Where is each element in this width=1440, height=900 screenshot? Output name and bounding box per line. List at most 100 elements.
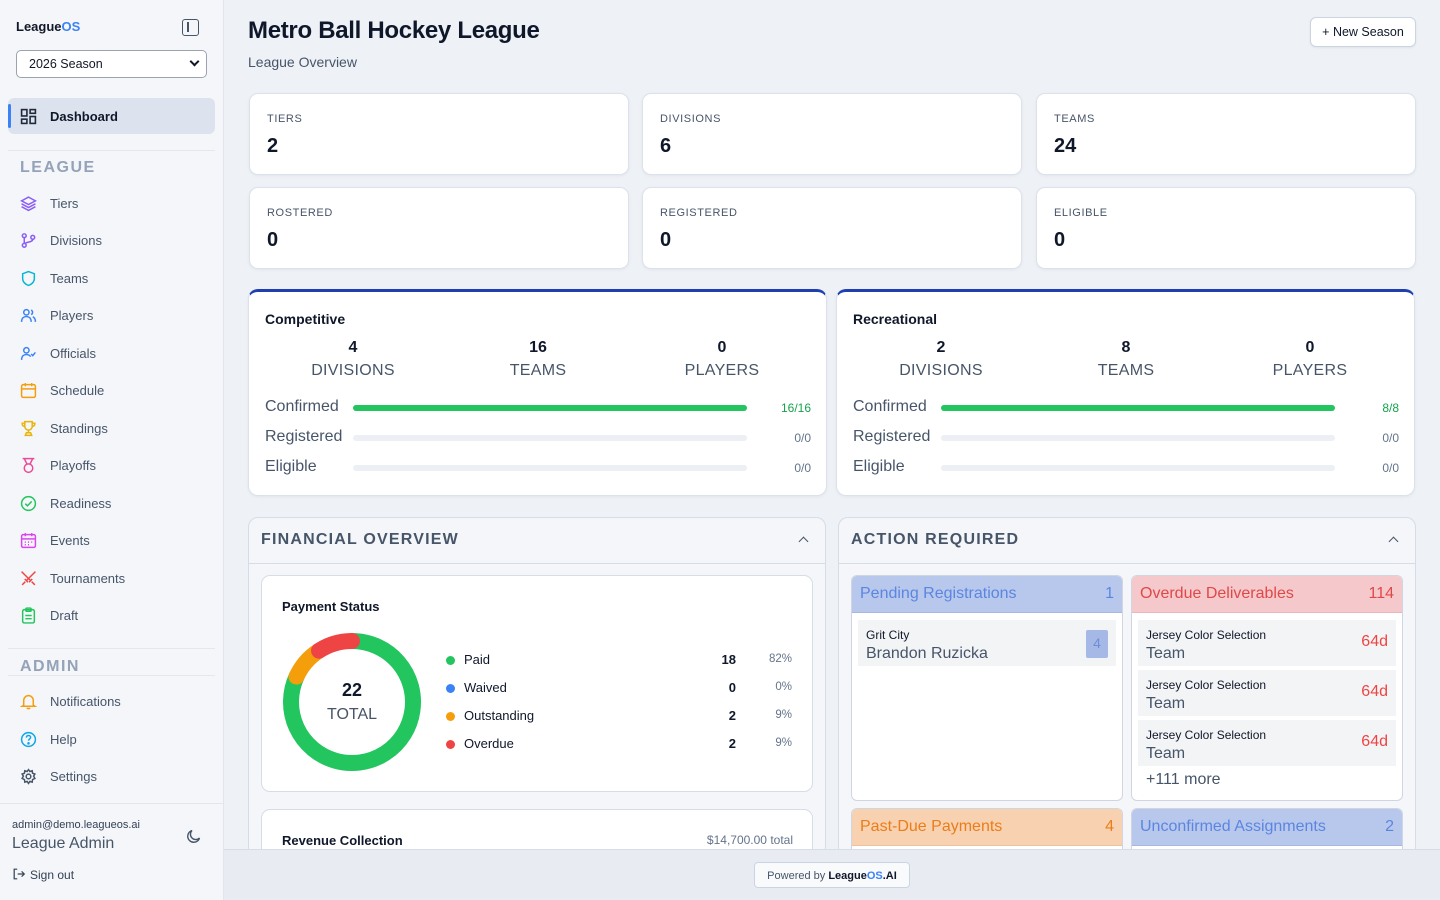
stat-card-eligible[interactable]: ELIGIBLE 0: [1036, 187, 1416, 269]
sidebar-item-tiers[interactable]: Tiers: [8, 185, 215, 221]
chevron-up-icon[interactable]: [1388, 536, 1399, 547]
tier-teams: 16 TEAMS: [509, 339, 567, 379]
sidebar-item-label: Schedule: [50, 383, 105, 398]
sign-out-link[interactable]: Sign out: [12, 867, 74, 882]
sidebar-item-events[interactable]: Events: [8, 522, 215, 558]
overdue-deliverables-card[interactable]: Overdue Deliverables 114 Jersey Color Sel…: [1131, 575, 1403, 801]
dashboard-icon: [20, 108, 37, 125]
sidebar-item-label: Playoffs: [50, 458, 97, 473]
progress-registered: Registered 0/0: [853, 428, 1399, 445]
clipboard-list-icon: [21, 607, 36, 624]
more-link[interactable]: +111 more: [1146, 771, 1221, 788]
sidebar-item-playoffs[interactable]: Playoffs: [8, 447, 215, 483]
sidebar-collapse-icon[interactable]: [182, 19, 199, 36]
trophy-icon: [21, 420, 36, 437]
donut-total: 22: [341, 680, 363, 700]
check-circle-icon: [20, 495, 37, 512]
calendar-days-icon: [20, 533, 37, 549]
tier-card-competitive[interactable]: Competitive 4 DIVISIONS 16 TEAMS 0 PLAYERS …: [248, 289, 827, 496]
progress-eligible: Eligible 0/0: [853, 458, 1399, 475]
legend-paid: Paid 18 82%: [446, 652, 792, 668]
layers-icon: [20, 196, 37, 212]
sidebar-item-officials[interactable]: Officials: [8, 335, 215, 371]
main-content: Metro Ball Hockey League League Overview…: [224, 0, 1440, 849]
sidebar-item-players[interactable]: Players: [8, 297, 215, 333]
list-item[interactable]: Jersey Color Selection Team 64d: [1138, 720, 1396, 766]
sidebar: LeagueOS 2026 Season Dashboard LEAGUE Ti…: [0, 0, 224, 900]
sidebar-item-divisions[interactable]: Divisions: [8, 222, 215, 258]
past-due-payments-card[interactable]: Past-Due Payments 4: [851, 808, 1123, 849]
sidebar-item-teams[interactable]: Teams: [8, 260, 215, 296]
user-name: League Admin: [12, 835, 115, 852]
list-item[interactable]: Grit City Brandon Ruzicka 4: [858, 620, 1116, 666]
sidebar-item-tournaments[interactable]: Tournaments: [8, 560, 215, 596]
powered-by-badge[interactable]: Powered by LeagueOS.AI: [754, 862, 910, 888]
stat-card-registered[interactable]: REGISTERED 0: [642, 187, 1022, 269]
donut-slice-overdue: [311, 633, 360, 659]
count-badge: 4: [1086, 630, 1108, 658]
sidebar-item-label: Divisions: [50, 233, 103, 248]
season-select[interactable]: 2026 Season: [16, 50, 207, 78]
gear-icon: [21, 768, 36, 785]
legend-outstanding: Outstanding 2 9%: [446, 708, 792, 724]
donut-total-label: TOTAL: [326, 706, 378, 723]
sidebar-item-draft[interactable]: Draft: [8, 597, 215, 633]
sidebar-item-label: Tournaments: [50, 571, 126, 586]
page-subtitle: League Overview: [248, 54, 357, 70]
sidebar-item-label: Notifications: [50, 694, 121, 709]
tier-teams: 8 TEAMS: [1097, 339, 1155, 379]
user-email: admin@demo.leagueos.ai: [12, 819, 140, 831]
progress-eligible: Eligible 0/0: [265, 458, 811, 475]
sidebar-item-label: Readiness: [50, 496, 112, 511]
progress-confirmed: Confirmed 16/16: [265, 398, 811, 415]
tier-card-recreational[interactable]: Recreational 2 DIVISIONS 8 TEAMS 0 PLAYERS …: [836, 289, 1415, 496]
chevron-up-icon[interactable]: [798, 536, 809, 547]
tier-divisions: 2 DIVISIONS: [899, 339, 983, 379]
section-admin: ADMIN: [20, 658, 80, 675]
sidebar-item-label: Teams: [50, 271, 89, 286]
sidebar-item-label: Standings: [50, 421, 108, 436]
list-item[interactable]: Jersey Color Selection Team 64d: [1138, 620, 1396, 666]
list-item[interactable]: Jersey Color Selection Team 64d: [1138, 670, 1396, 716]
unconfirmed-assignments-card[interactable]: Unconfirmed Assignments 2: [1131, 808, 1403, 849]
sidebar-item-standings[interactable]: Standings: [8, 410, 215, 446]
sidebar-item-settings[interactable]: Settings: [8, 758, 215, 794]
chevron-down-icon: [189, 56, 200, 67]
page-title: Metro Ball Hockey League: [248, 17, 540, 44]
revenue-collection-card: Revenue Collection $14,700.00 total: [261, 809, 813, 849]
sidebar-item-schedule[interactable]: Schedule: [8, 372, 215, 408]
stat-card-tiers[interactable]: TIERS 2: [249, 93, 629, 175]
calendar-icon: [20, 383, 37, 399]
legend-waived: Waived 0 0%: [446, 680, 792, 696]
brand-logo[interactable]: LeagueOS: [16, 19, 81, 34]
sidebar-item-label: Settings: [50, 769, 97, 784]
sidebar-item-notifications[interactable]: Notifications: [8, 683, 215, 719]
user-check-icon: [20, 346, 36, 360]
panel-header[interactable]: FINANCIAL OVERVIEW: [249, 518, 825, 564]
stat-card-teams[interactable]: TEAMS 24: [1036, 93, 1416, 175]
moon-icon[interactable]: [186, 828, 202, 844]
sidebar-item-label: Players: [50, 308, 94, 323]
sidebar-item-readiness[interactable]: Readiness: [8, 485, 215, 521]
stat-card-divisions[interactable]: DIVISIONS 6: [642, 93, 1022, 175]
progress-registered: Registered 0/0: [265, 428, 811, 445]
panel-header[interactable]: ACTION REQUIRED: [839, 518, 1415, 564]
stat-card-rostered[interactable]: ROSTERED 0: [249, 187, 629, 269]
donut-slice-paid: [283, 633, 421, 771]
revenue-title: Revenue Collection: [282, 833, 403, 848]
help-circle-icon: [20, 731, 37, 748]
sidebar-item-label: Dashboard: [50, 109, 118, 124]
payment-donut-chart: [283, 633, 421, 771]
financial-overview-panel: FINANCIAL OVERVIEW Payment Status 22 TOT…: [248, 517, 826, 849]
sidebar-item-dashboard[interactable]: Dashboard: [8, 98, 215, 134]
git-branch-icon: [21, 233, 36, 248]
tier-players: 0 PLAYERS: [684, 339, 760, 379]
bell-icon: [20, 694, 37, 710]
pending-registrations-card[interactable]: Pending Registrations 1 Grit City Brandon…: [851, 575, 1123, 801]
shield-icon: [21, 270, 36, 287]
medal-icon: [22, 457, 35, 474]
sidebar-item-help[interactable]: Help: [8, 721, 215, 757]
new-season-button[interactable]: + New Season: [1310, 17, 1416, 47]
tier-name: Recreational: [853, 311, 938, 327]
tier-divisions: 4 DIVISIONS: [311, 339, 395, 379]
